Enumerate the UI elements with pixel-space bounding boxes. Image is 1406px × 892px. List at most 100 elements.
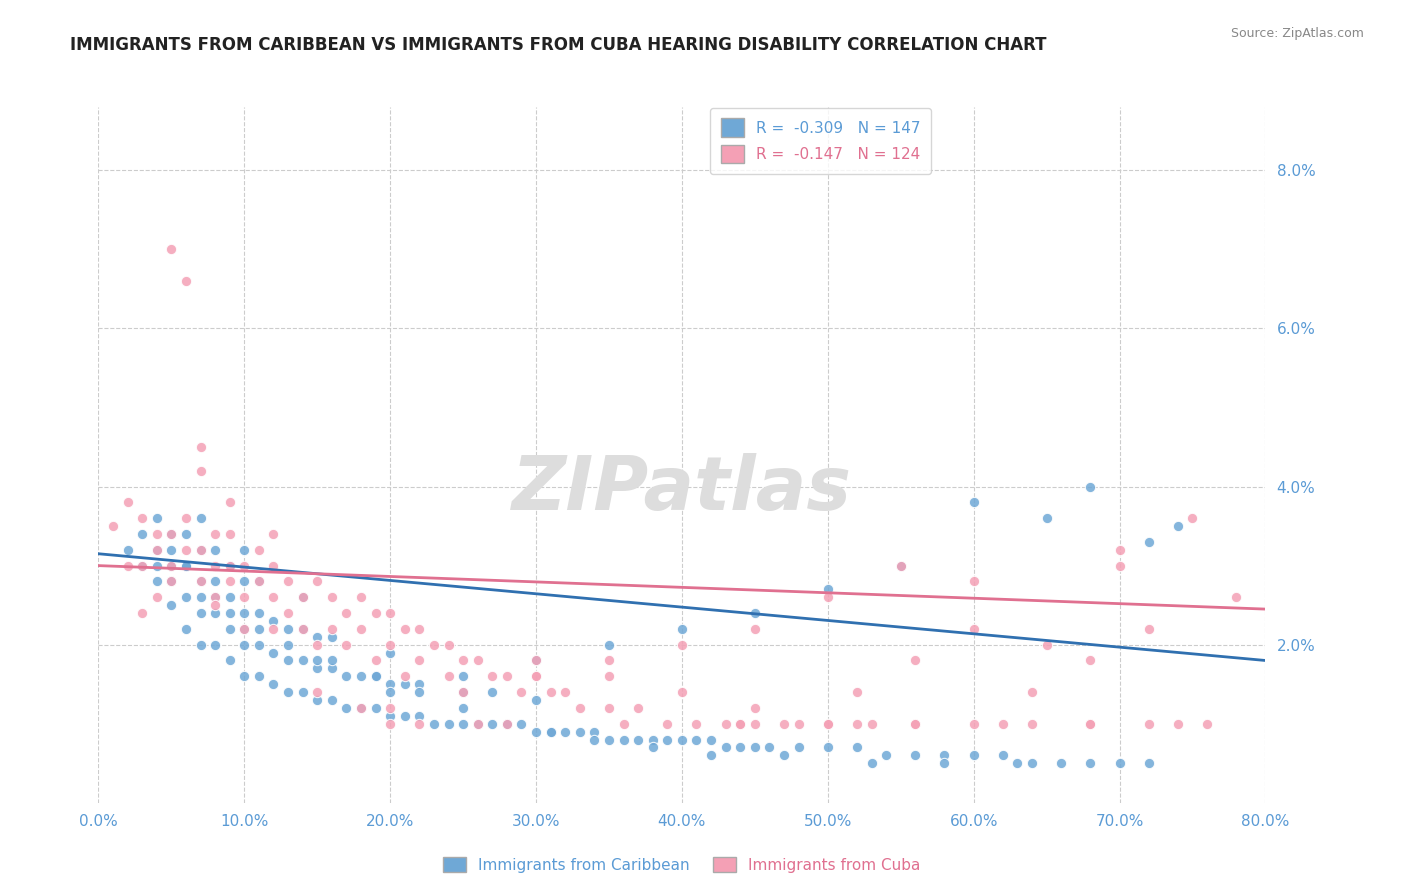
- Point: [510, 716, 533, 731]
- Point: [117, 495, 139, 509]
- Point: [321, 693, 343, 707]
- Point: [524, 669, 547, 683]
- Point: [1167, 519, 1189, 533]
- Point: [378, 708, 402, 723]
- Point: [307, 693, 329, 707]
- Point: [262, 622, 284, 636]
- Point: [204, 558, 226, 573]
- Point: [321, 661, 343, 675]
- Point: [160, 527, 183, 541]
- Point: [495, 669, 517, 683]
- Point: [146, 574, 169, 589]
- Point: [394, 669, 416, 683]
- Point: [277, 606, 299, 620]
- Point: [598, 701, 620, 715]
- Point: [218, 574, 240, 589]
- Point: [364, 669, 387, 683]
- Point: [467, 716, 489, 731]
- Point: [773, 748, 796, 763]
- Point: [904, 748, 927, 763]
- Point: [671, 685, 693, 699]
- Point: [467, 716, 489, 731]
- Point: [378, 606, 402, 620]
- Point: [437, 716, 460, 731]
- Point: [1035, 511, 1057, 525]
- Point: [262, 527, 284, 541]
- Point: [204, 574, 226, 589]
- Point: [845, 740, 868, 755]
- Point: [233, 558, 256, 573]
- Point: [685, 716, 707, 731]
- Point: [817, 582, 839, 597]
- Point: [700, 732, 723, 747]
- Point: [540, 724, 562, 739]
- Point: [700, 748, 723, 763]
- Point: [904, 653, 927, 667]
- Point: [1195, 716, 1218, 731]
- Point: [394, 708, 416, 723]
- Point: [378, 646, 402, 660]
- Point: [131, 558, 153, 573]
- Point: [190, 542, 212, 557]
- Point: [291, 591, 314, 605]
- Point: [233, 669, 256, 683]
- Point: [1137, 622, 1160, 636]
- Point: [1080, 716, 1102, 731]
- Point: [657, 732, 679, 747]
- Point: [875, 748, 897, 763]
- Point: [247, 622, 270, 636]
- Point: [131, 606, 153, 620]
- Point: [744, 701, 766, 715]
- Point: [1108, 558, 1130, 573]
- Point: [685, 732, 707, 747]
- Point: [204, 591, 226, 605]
- Point: [218, 527, 240, 541]
- Point: [991, 716, 1014, 731]
- Point: [1021, 756, 1043, 771]
- Point: [321, 591, 343, 605]
- Point: [218, 495, 240, 509]
- Point: [262, 591, 284, 605]
- Point: [817, 716, 839, 731]
- Point: [291, 591, 314, 605]
- Point: [962, 716, 984, 731]
- Point: [744, 716, 766, 731]
- Point: [845, 716, 868, 731]
- Point: [131, 527, 153, 541]
- Point: [174, 274, 197, 288]
- Point: [598, 653, 620, 667]
- Point: [218, 653, 240, 667]
- Point: [495, 716, 517, 731]
- Point: [190, 591, 212, 605]
- Point: [218, 606, 240, 620]
- Point: [481, 685, 503, 699]
- Point: [247, 638, 270, 652]
- Point: [277, 685, 299, 699]
- Point: [495, 716, 517, 731]
- Point: [204, 527, 226, 541]
- Point: [890, 558, 912, 573]
- Point: [1137, 534, 1160, 549]
- Point: [204, 542, 226, 557]
- Point: [117, 542, 139, 557]
- Point: [554, 724, 576, 739]
- Point: [262, 614, 284, 628]
- Point: [612, 732, 634, 747]
- Point: [408, 622, 430, 636]
- Point: [787, 740, 810, 755]
- Point: [233, 606, 256, 620]
- Point: [190, 574, 212, 589]
- Point: [540, 724, 562, 739]
- Point: [350, 591, 373, 605]
- Point: [714, 716, 737, 731]
- Point: [641, 732, 664, 747]
- Point: [307, 638, 329, 652]
- Point: [962, 495, 984, 509]
- Point: [524, 724, 547, 739]
- Point: [495, 716, 517, 731]
- Point: [174, 591, 197, 605]
- Point: [845, 685, 868, 699]
- Point: [1035, 638, 1057, 652]
- Point: [467, 653, 489, 667]
- Point: [321, 630, 343, 644]
